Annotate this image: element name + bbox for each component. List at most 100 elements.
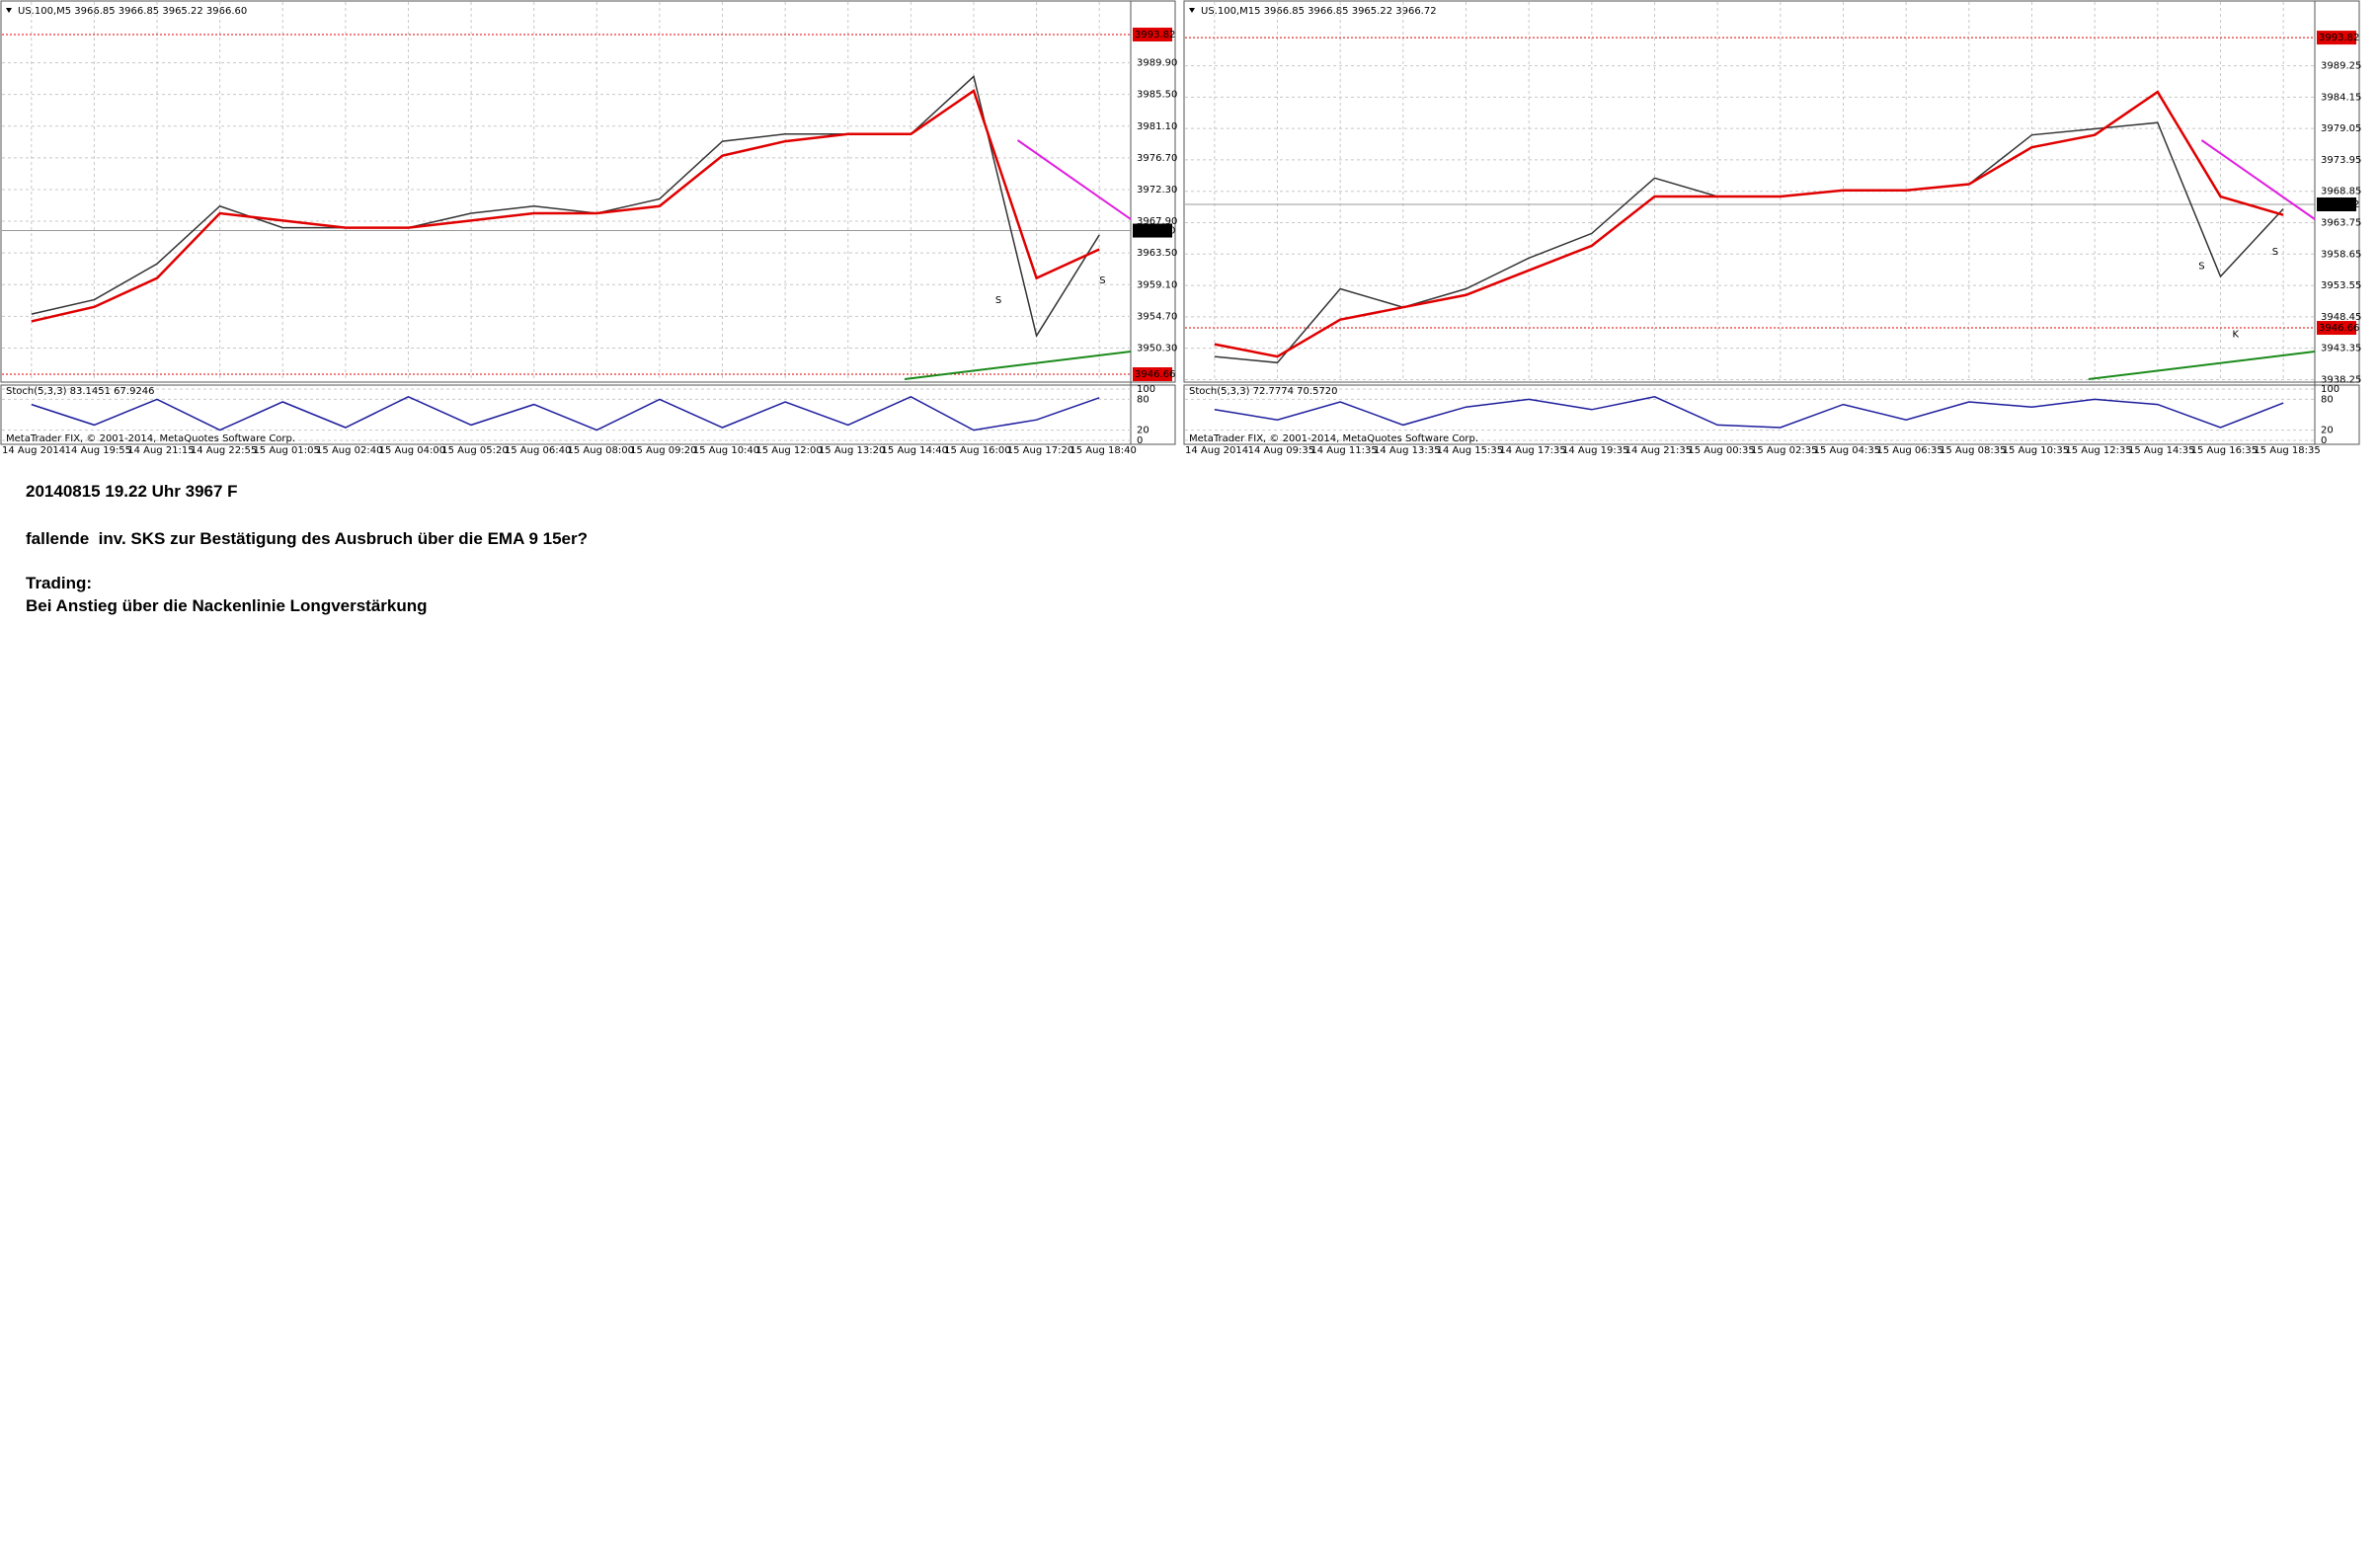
price-label-box	[1133, 27, 1172, 41]
x-tick-label: 14 Aug 13:35	[1374, 445, 1440, 456]
x-tick-label: 15 Aug 12:35	[2065, 445, 2131, 456]
x-tick-label: 15 Aug 12:00	[755, 445, 822, 456]
x-tick-label: 15 Aug 18:35	[2254, 445, 2320, 456]
stoch-panel	[1183, 384, 2360, 445]
x-tick-label: 15 Aug 02:35	[1751, 445, 1817, 456]
chart-header: US.100,M5 3966.85 3966.85 3965.22 3966.6…	[18, 6, 247, 17]
y-tick-label: 3958.65	[2321, 249, 2361, 260]
x-tick-label: 14 Aug 2014	[1185, 445, 1248, 456]
stoch-tick-label: 100	[1137, 384, 1155, 395]
stoch-line	[31, 395, 1100, 431]
price-series	[1214, 90, 2284, 358]
y-tick-label: 3976.70	[1137, 153, 1177, 164]
x-tick-label: 14 Aug 22:55	[191, 445, 257, 456]
x-tick-label: 14 Aug 17:35	[1499, 445, 1565, 456]
x-tick-label: 15 Aug 04:35	[1814, 445, 1880, 456]
y-tick-label: 3948.45	[2321, 312, 2361, 323]
header-arrow	[1189, 8, 1195, 13]
footer: MetaTrader FIX, © 2001-2014, MetaQuotes …	[6, 433, 295, 444]
x-tick-label: 15 Aug 16:35	[2191, 445, 2258, 456]
price-label: 3993.82	[1135, 30, 1175, 40]
y-tick-label: 3943.35	[2321, 344, 2361, 354]
charts: US.100,M5 3966.85 3966.85 3965.22 3966.6…	[0, 0, 2361, 456]
current-price-box	[1133, 223, 1172, 238]
stoch-tick-label: 80	[2321, 394, 2334, 405]
price-series	[31, 75, 1100, 338]
trendline	[2200, 139, 2316, 220]
x-tick-label: 15 Aug 14:40	[882, 445, 948, 456]
y-tick-label: 3959.10	[1137, 279, 1177, 290]
stoch-tick-label: 100	[2321, 384, 2339, 395]
stoch-tick-label: 20	[2321, 426, 2334, 436]
x-tick-label: 15 Aug 06:35	[1876, 445, 1942, 456]
x-tick-label: 15 Aug 10:40	[693, 445, 759, 456]
note-line: Trading:	[26, 574, 93, 592]
x-tick-label: 15 Aug 06:40	[505, 445, 571, 456]
annotation: K	[2232, 330, 2239, 341]
price-series	[1214, 121, 2284, 364]
y-tick-label: 3973.95	[2321, 155, 2361, 166]
stoch-tick-label: 80	[1137, 394, 1149, 405]
price-series	[31, 89, 1100, 323]
y-tick-label: 3972.30	[1137, 185, 1177, 196]
y-tick-label: 3963.75	[2321, 218, 2361, 229]
x-tick-label: 15 Aug 09:20	[630, 445, 696, 456]
y-tick-label: 3938.25	[2321, 374, 2361, 385]
y-tick-label: 3985.50	[1137, 90, 1177, 101]
x-tick-label: 15 Aug 01:05	[253, 445, 319, 456]
note-line: Bei Anstieg über die Nackenlinie Longver…	[26, 596, 428, 615]
price-label: 3993.82	[2319, 33, 2359, 43]
stoch-title: Stoch(5,3,3) 72.7774 70.5720	[1189, 386, 1338, 397]
x-tick-label: 14 Aug 19:55	[65, 445, 131, 456]
price-panel	[0, 0, 1176, 383]
price-label: 3946.66	[1135, 369, 1175, 380]
y-tick-label: 3989.90	[1137, 58, 1177, 69]
x-tick-label: 15 Aug 14:35	[2128, 445, 2194, 456]
y-tick-label: 3953.55	[2321, 280, 2361, 291]
x-tick-label: 15 Aug 08:00	[568, 445, 634, 456]
stoch-tick-label: 0	[1137, 435, 1143, 446]
stoch-title: Stoch(5,3,3) 83.1451 67.9246	[6, 386, 155, 397]
stoch-line	[1214, 396, 2284, 429]
x-tick-label: 15 Aug 04:00	[379, 445, 445, 456]
x-tick-label: 14 Aug 15:35	[1437, 445, 1503, 456]
price-label-box	[1133, 366, 1172, 381]
current-price-box	[2317, 196, 2356, 211]
x-tick-label: 15 Aug 08:35	[1940, 445, 2006, 456]
price-label-box	[2317, 31, 2356, 45]
price-panel	[1183, 0, 2360, 383]
x-tick-label: 14 Aug 21:15	[127, 445, 194, 456]
price-label: 3946.66	[2319, 323, 2359, 334]
current-price-label: 3966.60	[1135, 226, 1175, 237]
y-tick-label: 3967.90	[1137, 216, 1177, 227]
stoch-panel	[0, 384, 1176, 445]
annotation: S	[2272, 247, 2278, 258]
x-tick-label: 15 Aug 16:00	[944, 445, 1010, 456]
neckline	[904, 351, 1132, 380]
current-price-label: 3966.72	[2319, 199, 2359, 210]
annotation: S	[995, 295, 1001, 306]
y-tick-label: 3984.15	[2321, 92, 2361, 103]
x-tick-label: 14 Aug 19:35	[1562, 445, 1628, 456]
x-tick-label: 15 Aug 18:40	[1070, 445, 1136, 456]
stoch-tick-label: 20	[1137, 426, 1149, 436]
y-tick-label: 3981.10	[1137, 121, 1177, 132]
footer: MetaTrader FIX, © 2001-2014, MetaQuotes …	[1189, 433, 1478, 444]
y-tick-label: 3968.85	[2321, 187, 2361, 197]
x-tick-label: 14 Aug 11:35	[1310, 445, 1377, 456]
y-tick-label: 3950.30	[1137, 343, 1177, 353]
trendline	[1016, 139, 1132, 220]
annotation: S	[1099, 275, 1105, 286]
y-tick-label: 3989.25	[2321, 61, 2361, 72]
y-tick-label: 3979.05	[2321, 123, 2361, 134]
x-tick-label: 14 Aug 2014	[2, 445, 65, 456]
y-tick-label: 3954.70	[1137, 311, 1177, 322]
neckline	[2088, 351, 2316, 380]
x-tick-label: 15 Aug 17:20	[1007, 445, 1073, 456]
x-tick-label: 14 Aug 21:35	[1625, 445, 1692, 456]
note-line: fallende inv. SKS zur Bestätigung des Au…	[26, 529, 588, 548]
y-tick-label: 3963.50	[1137, 248, 1177, 259]
annotation: S	[2198, 262, 2204, 273]
stoch-tick-label: 0	[2321, 435, 2327, 446]
